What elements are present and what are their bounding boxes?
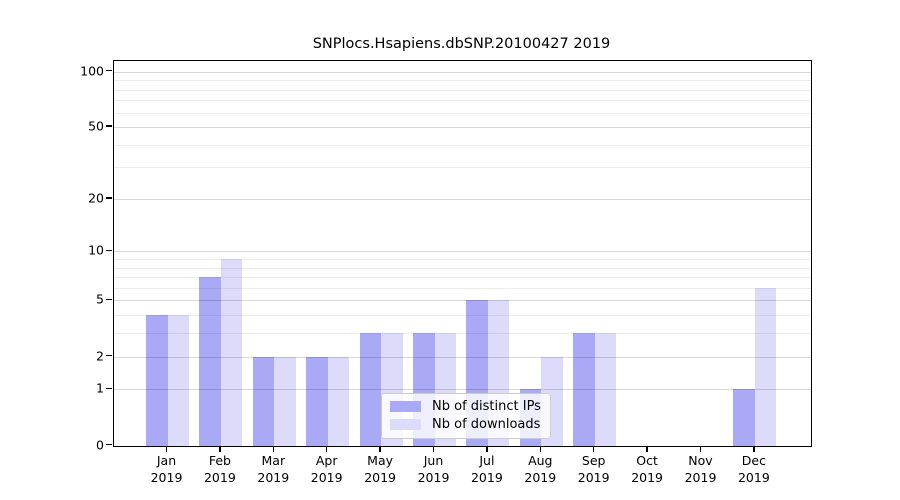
legend-row-downloads: Nb of downloads [390,417,541,432]
bars-layer [114,61,811,446]
x-tick-year: 2019 [737,469,770,485]
y-tick-label-50: 50 [88,118,104,134]
y-tick-mark-100 [106,70,112,72]
x-tick-label-jun: Jun 2019 [399,453,469,486]
x-tick-month: Dec [741,453,766,468]
y-tick-label-1: 1 [96,380,104,396]
y-tick-mark-50 [106,125,112,127]
y-tick-mark-0 [106,443,112,446]
y-tick-mark-20 [106,197,112,199]
x-tick-mark-may [379,446,381,452]
bar-sep-ips [573,333,595,446]
x-tick-year: 2019 [310,469,343,485]
chart-title: SNPlocs.Hsapiens.dbSNP.20100427 2019 [312,36,611,52]
x-tick-mark-oct [646,446,648,452]
y-tick-label-2: 2 [96,348,104,364]
x-tick-month: Jul [479,453,495,468]
bar-mar-ips [252,356,275,446]
y-tick-label-0: 0 [96,437,104,452]
bar-apr-downloads [327,356,350,446]
x-tick-mark-apr [326,446,328,452]
bar-jan-downloads [167,315,189,446]
legend-label-distinct-ips: Nb of distinct IPs [432,398,541,414]
legend-swatch-downloads [390,418,421,430]
y-tick-mark-2 [106,354,112,357]
x-tick-month: Aug [528,453,553,468]
x-tick-month: Jan [156,453,177,468]
x-tick-mark-nov [699,446,702,452]
bar-feb-downloads [220,259,243,446]
bar-may-ips [359,333,382,446]
x-tick-label-feb: Feb 2019 [185,453,255,486]
bar-sep-downloads [594,333,617,446]
x-tick-year: 2019 [524,469,557,485]
legend-row-distinct-ips: Nb of distinct IPs [390,399,541,414]
x-tick-year: 2019 [203,469,236,485]
bar-mar-downloads [274,356,296,446]
x-tick-month: Jun [423,453,444,468]
x-tick-month: Sep [581,453,606,468]
x-tick-month: Oct [636,453,658,468]
bar-apr-ips [306,356,328,446]
x-tick-mark-sep [593,446,595,452]
x-tick-label-sep: Sep 2019 [559,453,629,486]
x-tick-month: Feb [208,453,231,468]
x-tick-year: 2019 [470,469,503,485]
y-tick-label-5: 5 [96,291,104,307]
x-tick-year: 2019 [364,469,396,485]
y-tick-mark-1 [106,387,112,389]
x-tick-label-dec: Dec 2019 [719,453,789,486]
x-tick-year: 2019 [631,469,663,485]
x-tick-year: 2019 [577,469,610,485]
x-tick-label-apr: Apr 2019 [292,453,362,486]
x-tick-year: 2019 [257,469,290,485]
x-tick-label-may: May 2019 [345,453,415,486]
x-tick-mark-jan [165,446,168,452]
x-tick-label-oct: Oct 2019 [612,453,682,486]
x-tick-mark-aug [539,446,541,452]
x-tick-mark-jun [432,446,435,452]
x-tick-label-jan: Jan 2019 [132,453,202,486]
y-tick-label-100: 100 [80,63,104,79]
x-tick-mark-feb [219,446,221,452]
x-tick-label-mar: Mar 2019 [238,453,308,486]
y-tick-label-10: 10 [88,242,104,258]
y-tick-mark-10 [106,249,112,251]
y-tick-mark-5 [106,298,112,301]
x-tick-label-jul: Jul 2019 [452,453,522,486]
y-tick-label-20: 20 [88,190,104,206]
bar-dec-ips [733,389,755,446]
x-tick-mark-jul [486,446,488,452]
x-tick-mark-mar [272,446,274,452]
x-tick-month: Mar [261,453,286,468]
bar-jan-ips [146,315,168,446]
legend: Nb of distinct IPs Nb of downloads [381,392,551,439]
x-tick-month: Nov [688,453,713,468]
x-tick-year: 2019 [684,469,717,485]
x-tick-year: 2019 [150,469,183,485]
bar-dec-downloads [754,287,777,446]
plot-area: Nb of distinct IPs Nb of downloads [113,59,812,447]
x-tick-mark-dec [753,446,755,452]
x-tick-month: Apr [315,453,338,468]
x-tick-label-aug: Aug 2019 [505,453,575,486]
x-tick-month: May [367,453,394,468]
x-tick-year: 2019 [417,469,450,485]
bar-feb-ips [199,277,221,446]
x-tick-label-nov: Nov 2019 [666,453,736,486]
legend-swatch-distinct-ips [390,400,421,412]
legend-label-downloads: Nb of downloads [432,416,541,432]
